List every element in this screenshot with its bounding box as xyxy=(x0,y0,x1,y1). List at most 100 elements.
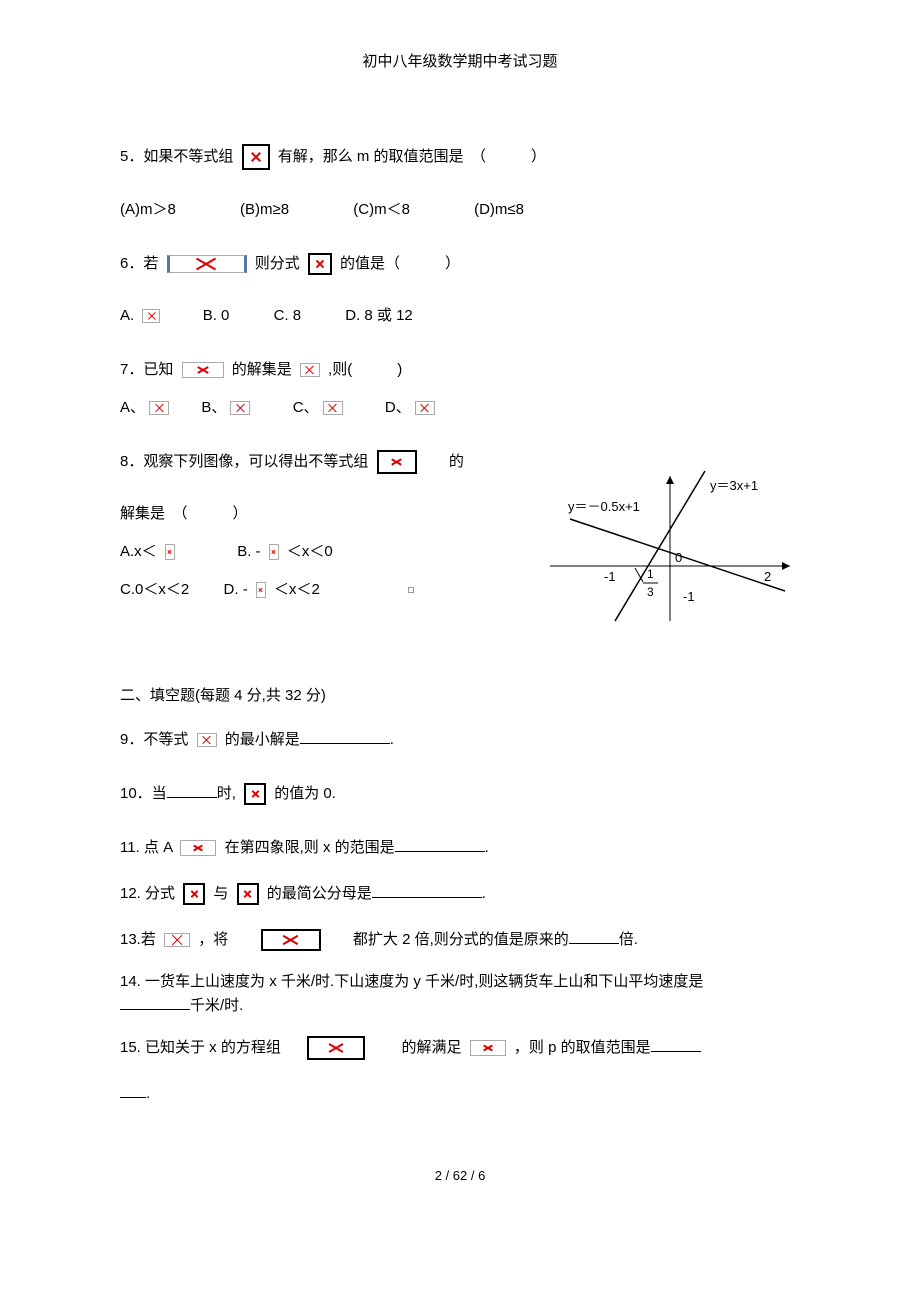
broken-image-icon xyxy=(182,362,224,378)
q15-d: . xyxy=(146,1085,150,1102)
q7-opt-c: C、 xyxy=(293,399,319,416)
q8-opt-a: A.x＜ xyxy=(120,543,157,560)
section-2-title: 二、填空题(每题 4 分,共 32 分) xyxy=(120,684,800,708)
broken-image-icon xyxy=(261,929,321,951)
broken-image-icon xyxy=(415,401,435,415)
q7-options: A、 B、 C、 D、 xyxy=(120,396,800,420)
q5-opt-a: (A)m＞8 xyxy=(120,198,176,222)
page-footer: 2 / 62 / 6 xyxy=(120,1166,800,1187)
q13-b: ，将 xyxy=(198,931,228,948)
broken-image-icon xyxy=(180,840,216,856)
question-5: 5．如果不等式组 有解，那么 m 的取值范围是 （ ） (A)m＞8 (B)m≥… xyxy=(120,144,800,222)
q5-stem-a: 5．如果不等式组 xyxy=(120,148,233,165)
graph-label-line1: y＝3x+1 xyxy=(710,478,758,493)
q7-opt-d: D、 xyxy=(385,399,411,416)
broken-image-icon xyxy=(307,1036,365,1060)
q9-c: . xyxy=(390,731,394,748)
question-10: 10．当时, 的值为 0. xyxy=(120,782,800,806)
q13-d: 倍. xyxy=(619,931,638,948)
q8-opt-d-tail: ＜x＜2 xyxy=(274,581,320,598)
blank xyxy=(167,783,217,798)
broken-image-icon xyxy=(308,253,332,275)
question-11: 11. 点 A 在第四象限,则 x 的范围是. xyxy=(120,836,800,860)
q6-stem-a: 6．若 xyxy=(120,255,158,272)
q13-c: 都扩大 2 倍,则分式的值是原来的 xyxy=(353,931,569,948)
broken-image-icon xyxy=(164,933,190,947)
q14-a: 14. 一货车上山速度为 x 千米/时.下山速度为 y 千米/时,则这辆货车上山… xyxy=(120,973,703,990)
page-header: 初中八年级数学期中考试习题 xyxy=(120,50,800,74)
question-8: 8．观察下列图像，可以得出不等式组 的 y＝3x+1 y＝－0.5x+1 -1 … xyxy=(120,450,800,634)
q15-c: ，则 p 的取值范围是 xyxy=(514,1039,651,1056)
q12-b: 与 xyxy=(213,885,228,902)
q11-c: . xyxy=(485,839,489,856)
broken-image-icon xyxy=(242,144,270,170)
graph-origin: 0 xyxy=(675,550,682,565)
broken-image-icon xyxy=(256,582,266,598)
q7-opt-b: B、 xyxy=(201,399,226,416)
graph-xtick-2: 2 xyxy=(764,569,771,584)
broken-image-icon xyxy=(149,401,169,415)
broken-image-icon xyxy=(237,883,259,905)
blank xyxy=(120,1083,146,1098)
q5-opt-b: (B)m≥8 xyxy=(240,198,289,222)
graph-frac-top: 1 xyxy=(647,567,654,581)
q6-stem-b: 则分式 xyxy=(255,255,300,272)
q8-opt-b: B. - xyxy=(237,543,260,560)
broken-image-icon xyxy=(142,309,160,323)
q7-stem-a: 7．已知 xyxy=(120,361,173,378)
q8-graph: y＝3x+1 y＝－0.5x+1 -1 2 0 -1 1 3 xyxy=(540,466,800,634)
blank xyxy=(300,729,390,744)
q7-stem-b: 的解集是 xyxy=(232,361,292,378)
broken-image-icon xyxy=(323,401,343,415)
q5-opt-d: (D)m≤8 xyxy=(474,198,524,222)
broken-image-icon xyxy=(269,544,279,560)
graph-xtick-neg1: -1 xyxy=(604,569,616,584)
blank xyxy=(372,883,482,898)
question-13: 13.若 ，将 都扩大 2 倍,则分式的值是原来的倍. xyxy=(120,928,800,952)
q8-opt-b-tail: ＜x＜0 xyxy=(287,543,333,560)
blank xyxy=(651,1037,701,1052)
q8-opt-c: C.0＜x＜2 xyxy=(120,581,189,598)
q6-opt-b: B. 0 xyxy=(203,304,230,328)
q8-stem-b: 的 xyxy=(449,453,464,470)
question-7: 7．已知 的解集是 ,则( ) A、 B、 C、 D、 xyxy=(120,358,800,420)
broken-image-icon xyxy=(167,255,247,273)
q5-opt-c: (C)m＜8 xyxy=(353,198,410,222)
q15-a: 15. 已知关于 x 的方程组 xyxy=(120,1039,281,1056)
q12-c: 的最简公分母是 xyxy=(267,885,372,902)
q9-b: 的最小解是 xyxy=(225,731,300,748)
q5-options: (A)m＞8 (B)m≥8 (C)m＜8 (D)m≤8 xyxy=(120,198,800,222)
broken-image-icon xyxy=(230,401,250,415)
q10-a: 10．当 xyxy=(120,785,167,802)
question-12: 12. 分式 与 的最简公分母是. xyxy=(120,882,800,906)
question-9: 9．不等式 的最小解是. xyxy=(120,728,800,752)
q6-stem-c: 的值是（ ） xyxy=(340,255,460,272)
broken-image-icon xyxy=(197,733,217,747)
q5-stem-b: 有解，那么 m 的取值范围是 （ ） xyxy=(278,148,546,165)
q7-stem-c: ,则( ) xyxy=(328,361,402,378)
blank xyxy=(569,929,619,944)
blank xyxy=(395,837,485,852)
q9-a: 9．不等式 xyxy=(120,731,188,748)
broken-image-icon xyxy=(377,450,417,474)
q11-b: 在第四象限,则 x 的范围是 xyxy=(225,839,395,856)
broken-image-icon xyxy=(300,363,320,377)
q7-opt-a: A、 xyxy=(120,399,145,416)
q10-c: 的值为 0. xyxy=(274,785,336,802)
question-15: 15. 已知关于 x 的方程组 的解满足 ，则 p 的取值范围是 . xyxy=(120,1036,800,1106)
question-14: 14. 一货车上山速度为 x 千米/时.下山速度为 y 千米/时,则这辆货车上山… xyxy=(120,970,800,1018)
q6-opt-d: D. 8 或 12 xyxy=(345,307,413,324)
q6-opt-a: A. xyxy=(120,307,134,324)
broken-image-icon xyxy=(470,1040,506,1056)
graph-label-line2: y＝－0.5x+1 xyxy=(568,499,640,514)
q6-opt-c: C. 8 xyxy=(274,304,302,328)
q8-opt-d: D. - xyxy=(224,581,248,598)
blank xyxy=(120,995,190,1010)
q15-b: 的解满足 xyxy=(402,1039,462,1056)
q12-a: 12. 分式 xyxy=(120,885,175,902)
q11-a: 11. 点 A xyxy=(120,839,172,856)
broken-image-icon xyxy=(165,544,175,560)
q8-stem-a: 8．观察下列图像，可以得出不等式组 xyxy=(120,453,368,470)
q6-options: A. B. 0 C. 8 D. 8 或 12 xyxy=(120,304,800,328)
broken-image-icon xyxy=(244,783,266,805)
